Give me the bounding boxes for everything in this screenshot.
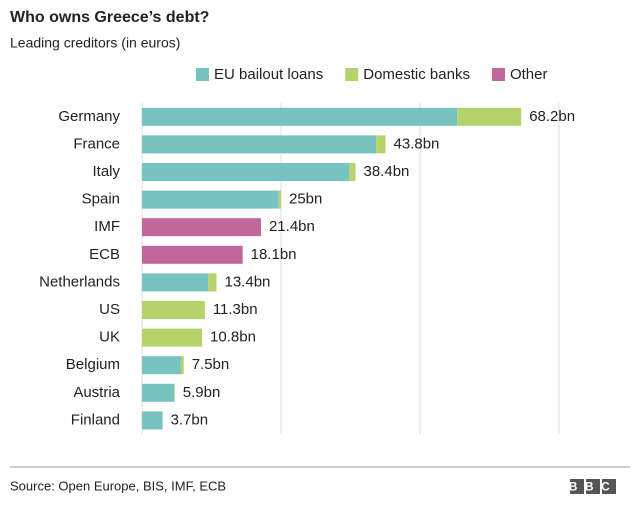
category-label: US <box>99 301 120 318</box>
value-label: 38.4bn <box>364 163 410 180</box>
value-label: 68.2bn <box>529 108 575 125</box>
category-label: France <box>73 135 120 152</box>
category-label: Italy <box>92 163 120 180</box>
value-label: 13.4bn <box>225 273 271 290</box>
category-label: UK <box>99 329 120 346</box>
legend-label: Other <box>510 66 548 83</box>
bar-segment <box>376 135 386 154</box>
value-label: 7.5bn <box>192 356 230 373</box>
chart-subtitle: Leading creditors (in euros) <box>10 35 180 51</box>
bar-segment <box>142 273 209 292</box>
value-label: 11.3bn <box>213 301 258 318</box>
value-label: 21.4bn <box>269 218 315 235</box>
category-label: Austria <box>73 384 120 401</box>
value-label: 18.1bn <box>251 246 297 263</box>
bar-segment <box>174 383 175 402</box>
bar-segment <box>142 328 203 347</box>
bar-segment <box>142 163 350 181</box>
category-label: Germany <box>58 108 120 125</box>
bar-segment <box>208 273 217 292</box>
bar-segment <box>142 383 175 402</box>
logo-text: BBC <box>569 480 618 494</box>
legend-label: Domestic banks <box>363 66 470 83</box>
category-label: IMF <box>94 218 120 235</box>
legend-label: EU bailout loans <box>214 66 323 83</box>
bar-segment <box>180 356 184 375</box>
legend-swatch <box>196 68 209 81</box>
legend-swatch <box>345 68 359 81</box>
category-label: Belgium <box>66 356 120 373</box>
bars <box>142 107 522 430</box>
logo: BBC <box>569 479 618 494</box>
value-label: 5.9bn <box>183 384 221 401</box>
chart-title: Who owns Greece’s debt? <box>10 9 209 26</box>
source: Source: Open Europe, BIS, IMF, ECB <box>10 478 226 493</box>
value-label: 3.7bn <box>171 411 209 428</box>
bar-segment <box>142 356 181 375</box>
value-label: 10.8bn <box>210 329 256 346</box>
bar-segment <box>142 218 261 237</box>
value-label: 25bn <box>289 191 322 208</box>
category-label: Netherlands <box>39 273 120 290</box>
bar-segment <box>142 190 279 209</box>
bar-segment <box>278 190 281 209</box>
bar-segment <box>457 107 522 126</box>
legend-swatch <box>491 68 505 81</box>
grid <box>141 103 560 435</box>
category-label: Spain <box>82 191 120 208</box>
value-label: 43.8bn <box>394 135 440 152</box>
category-label: Finland <box>71 411 120 428</box>
bar-segment <box>142 107 458 126</box>
bar-segment <box>142 135 377 154</box>
bar-segment <box>142 411 163 430</box>
category-label: ECB <box>89 246 120 263</box>
bar-segment <box>142 245 243 264</box>
bar-segment <box>349 163 356 181</box>
bar-segment <box>142 301 205 319</box>
